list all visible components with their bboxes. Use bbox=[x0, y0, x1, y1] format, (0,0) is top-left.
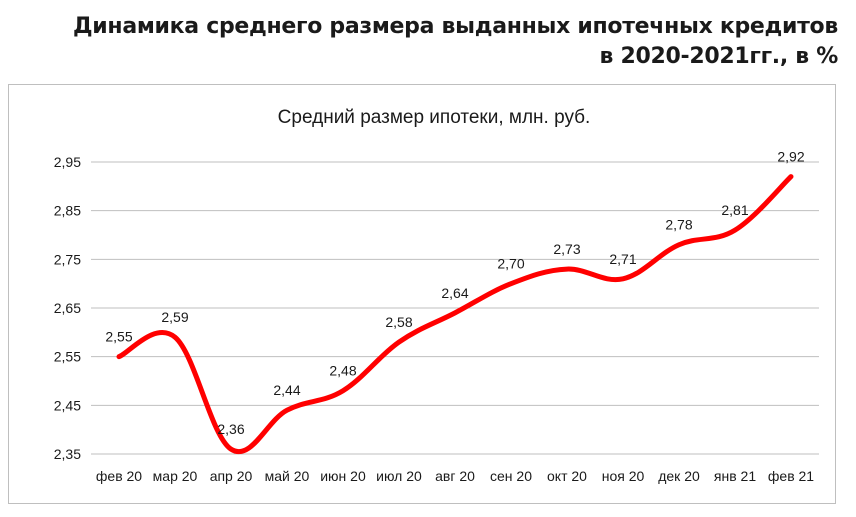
data-label: 2,70 bbox=[497, 256, 524, 272]
data-label: 2,58 bbox=[385, 314, 412, 330]
x-tick-label: дек 20 bbox=[658, 468, 700, 484]
gridlines bbox=[91, 161, 819, 455]
data-label: 2,81 bbox=[721, 202, 748, 218]
x-tick-label: июл 20 bbox=[376, 468, 422, 484]
x-tick-label: ноя 20 bbox=[602, 468, 645, 484]
x-tick-label: май 20 bbox=[265, 468, 310, 484]
data-label: 2,59 bbox=[161, 309, 188, 325]
data-label: 2,36 bbox=[217, 421, 244, 437]
x-tick-label: сен 20 bbox=[490, 468, 532, 484]
x-tick-label: апр 20 bbox=[210, 468, 253, 484]
page-heading-line-2: в 2020-2021гг., в % bbox=[599, 44, 839, 69]
x-tick-label: июн 20 bbox=[320, 468, 366, 484]
x-tick-label: фев 21 bbox=[768, 468, 814, 484]
data-label: 2,64 bbox=[441, 285, 468, 301]
x-tick-label: окт 20 bbox=[547, 468, 587, 484]
data-label: 2,48 bbox=[329, 363, 356, 379]
y-tick-label: 2,85 bbox=[54, 203, 81, 219]
y-axis-ticks: 2,35 2,45 2,55 2,65 2,75 2,85 2,95 bbox=[54, 154, 81, 462]
x-axis-ticks: фев 20 мар 20 апр 20 май 20 июн 20 июл 20 авг … bbox=[96, 468, 814, 484]
data-label: 2,55 bbox=[105, 329, 132, 345]
x-tick-label: янв 21 bbox=[714, 468, 756, 484]
page-heading: Динамика среднего размера выданных ипоте… bbox=[18, 12, 838, 72]
data-label: 2,44 bbox=[273, 382, 300, 398]
chart-title: Средний размер ипотеки, млн. руб. bbox=[278, 107, 591, 128]
chart-frame: Средний размер ипотеки, млн. руб. 2,35 2,… bbox=[8, 84, 836, 504]
y-tick-label: 2,95 bbox=[54, 154, 81, 170]
data-label: 2,78 bbox=[665, 217, 692, 233]
data-label: 2,71 bbox=[609, 251, 636, 267]
x-tick-label: фев 20 bbox=[96, 468, 142, 484]
x-tick-label: мар 20 bbox=[153, 468, 198, 484]
y-tick-label: 2,45 bbox=[54, 397, 81, 413]
y-tick-label: 2,35 bbox=[54, 446, 81, 462]
line-chart: Средний размер ипотеки, млн. руб. 2,352,… bbox=[54, 107, 819, 484]
y-tick-label: 2,65 bbox=[54, 300, 81, 316]
x-tick-label: авг 20 bbox=[435, 468, 475, 484]
data-labels: 2,55 2,59 2,36 2,44 2,48 2,58 2,64 2,70 2,73 2,71… bbox=[105, 149, 804, 438]
data-label: 2,92 bbox=[777, 149, 804, 165]
y-tick-label: 2,75 bbox=[54, 251, 81, 267]
page-heading-line-1: Динамика среднего размера выданных ипоте… bbox=[73, 14, 838, 39]
data-label: 2,73 bbox=[553, 241, 580, 257]
series-layer bbox=[116, 174, 794, 455]
y-tick-label: 2,55 bbox=[54, 349, 81, 365]
